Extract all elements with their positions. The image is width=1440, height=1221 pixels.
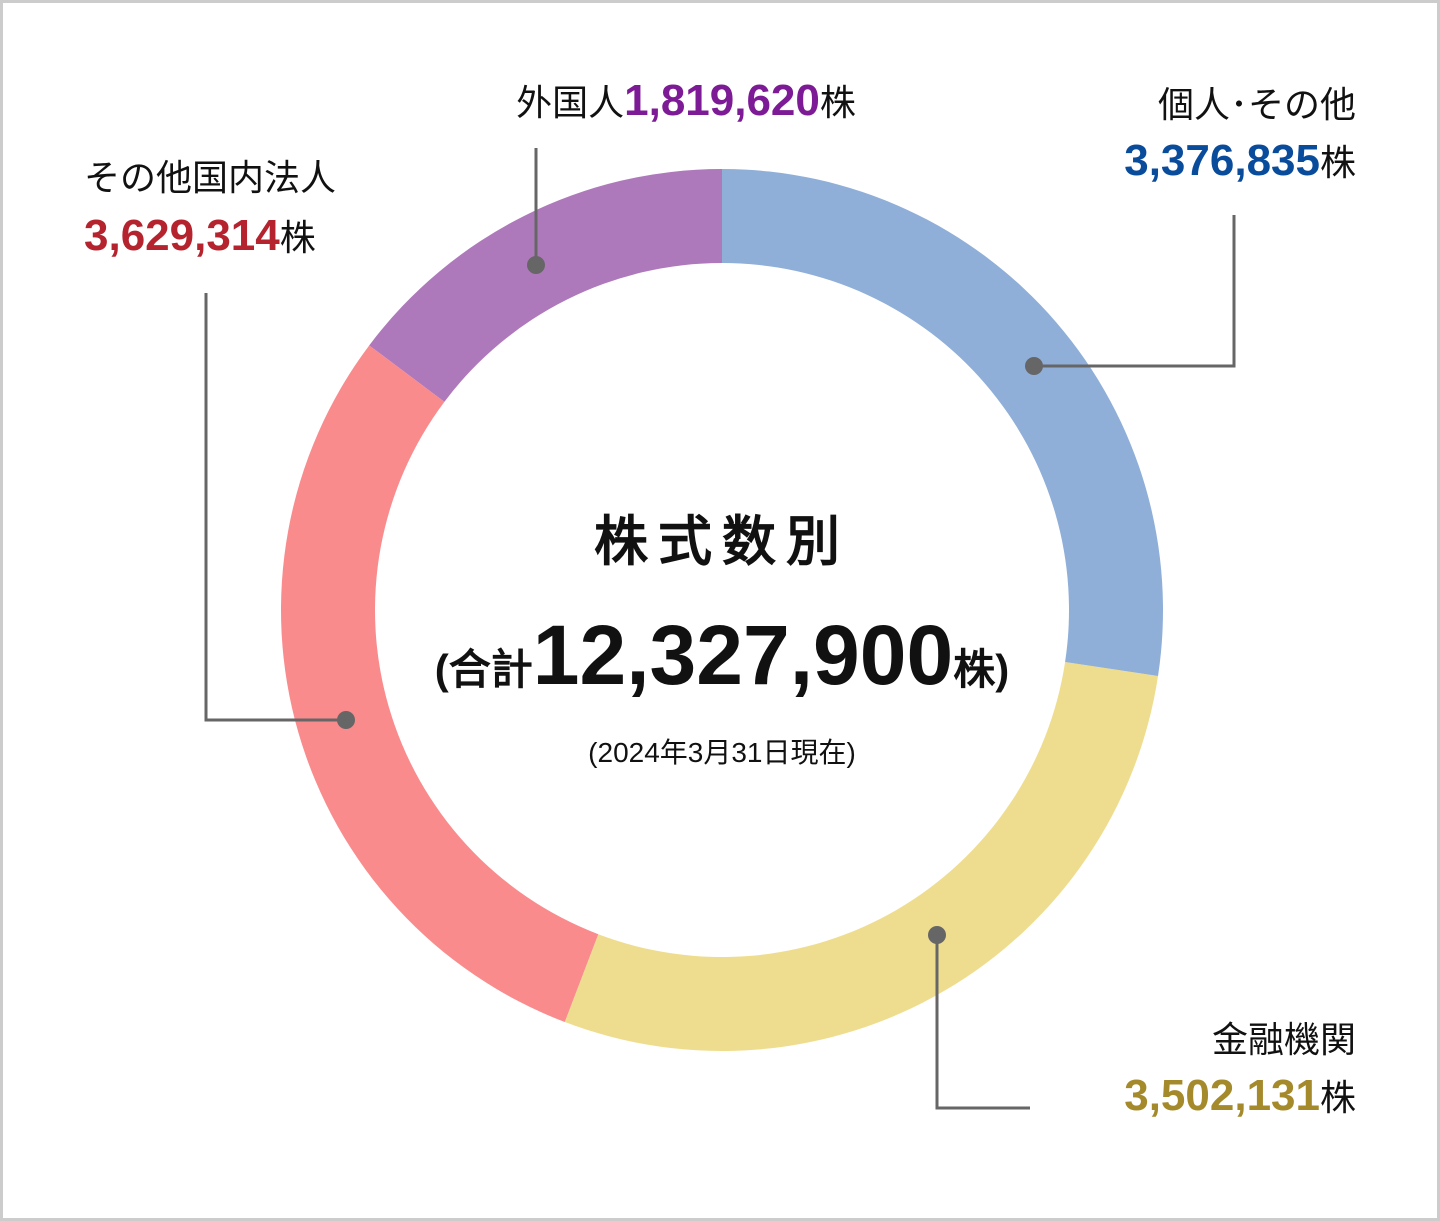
category-label: 外国人 [516,82,624,123]
total-prefix: (合計 [435,646,533,693]
leader-dot [928,926,946,944]
value-unit: 株 [1320,1077,1356,1118]
total-value: 12,327,900 [533,608,953,702]
leader-dot [527,256,545,274]
total-suffix: 株) [953,646,1009,693]
category-label: 金融機関 [1212,1019,1356,1060]
value-unit: 株 [1320,142,1356,183]
value-label: 3,376,835株 [1124,136,1356,185]
leader-dot [337,711,355,729]
leader-line [935,935,1030,1110]
chart-title: 株式数別 [594,512,850,572]
category-label: 個人･その他 [1158,84,1356,125]
donut-segment [280,345,599,1023]
value-label: 3,502,131株 [1124,1071,1356,1120]
donut-segment [564,661,1159,1051]
category-label: その他国内法人 [84,157,336,198]
value-unit: 株 [820,82,856,123]
leader-dot [1025,357,1043,375]
value-number: 3,502,131 [1124,1071,1320,1120]
donut-segment [369,169,722,402]
value-label: 3,629,314株 [84,211,316,260]
value-unit: 株 [280,217,316,258]
total-label: (合計12,327,900株) [435,608,1009,702]
value-number: 3,629,314 [84,211,280,260]
donut-segment [722,169,1164,677]
value-number: 3,376,835 [1124,136,1320,185]
value-label: 外国人1,819,620株 [516,76,856,125]
leader-line [1034,215,1236,368]
value-number: 1,819,620 [624,76,820,125]
subtitle: (2024年3月31日現在) [588,737,856,768]
leader-line [204,293,346,722]
